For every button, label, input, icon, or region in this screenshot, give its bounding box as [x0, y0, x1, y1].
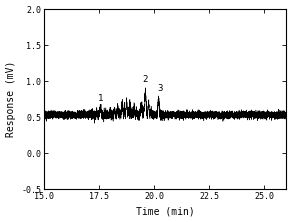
X-axis label: Time (min): Time (min): [136, 206, 194, 216]
Text: 1: 1: [98, 94, 103, 103]
Text: 2: 2: [142, 75, 148, 84]
Y-axis label: Response (mV): Response (mV): [6, 61, 15, 137]
Text: 3: 3: [158, 84, 163, 93]
